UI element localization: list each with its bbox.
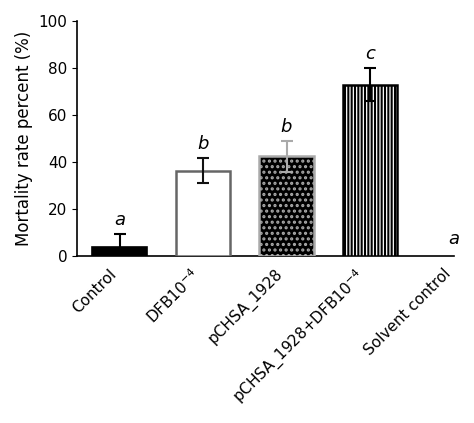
Text: a: a bbox=[448, 230, 459, 248]
Text: c: c bbox=[365, 45, 375, 63]
Bar bbox=[176, 170, 230, 256]
Text: a: a bbox=[114, 212, 125, 229]
Text: b: b bbox=[281, 118, 292, 136]
Y-axis label: Mortality rate percent (%): Mortality rate percent (%) bbox=[15, 31, 33, 246]
Bar bbox=[92, 247, 146, 256]
Bar bbox=[259, 157, 314, 256]
Text: b: b bbox=[197, 135, 209, 153]
Bar bbox=[343, 85, 397, 256]
